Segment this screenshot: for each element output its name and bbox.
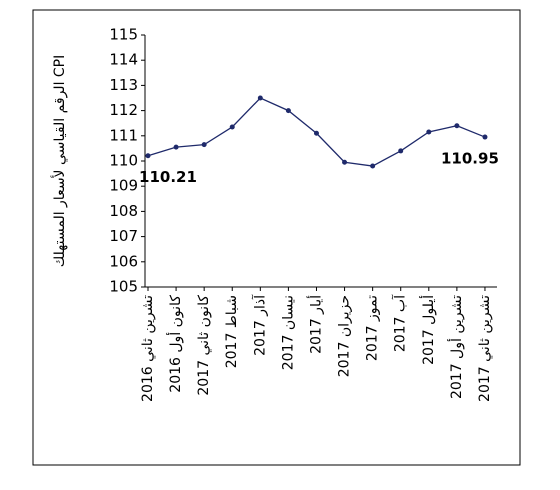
y-tick-label: 109 (109, 177, 138, 195)
data-point (145, 153, 151, 159)
x-tick-label: تشرين ثاني 2017 (477, 295, 493, 402)
data-point (285, 108, 291, 114)
x-tick-label: آب 2017 (392, 294, 409, 352)
y-tick-label: 107 (109, 227, 138, 245)
data-point (454, 123, 460, 129)
y-tick-label: 112 (109, 101, 138, 119)
y-tick-label: 108 (109, 202, 138, 220)
x-tick-label: أيلول 2017 (419, 295, 437, 365)
data-label: 110.21 (139, 168, 197, 186)
x-tick-label: تشرين أول 2017 (447, 295, 465, 399)
y-tick-label: 115 (109, 26, 138, 44)
data-point (482, 134, 488, 140)
y-tick-label: 110 (109, 152, 138, 170)
y-tick-label: 114 (109, 51, 138, 69)
x-tick-label: شباط 2017 (224, 295, 240, 368)
data-point (257, 95, 263, 101)
x-tick-label: تشرين ثاني 2016 (140, 295, 156, 402)
data-point (173, 144, 179, 150)
data-point (313, 130, 319, 136)
x-tick-label: آذار 2017 (251, 294, 268, 356)
data-point (426, 129, 432, 135)
x-tick-label: نيسان 2017 (280, 295, 296, 370)
y-tick-label: 111 (109, 126, 138, 144)
data-point (370, 163, 376, 169)
data-label: 110.95 (441, 150, 499, 168)
data-point (229, 124, 235, 130)
y-tick-label: 113 (109, 76, 138, 94)
y-tick-label: 105 (109, 278, 138, 296)
data-point (342, 159, 348, 165)
x-tick-label: أيار 2017 (306, 295, 324, 354)
data-point (201, 142, 207, 148)
data-point (398, 148, 404, 154)
frame (32, 9, 521, 466)
x-tick-label: حزيران 2017 (337, 295, 353, 377)
x-tick-label: تموز 2017 (365, 295, 381, 361)
y-axis-title: الرقم القياسي لأسعار المستهلك CPI (50, 55, 68, 268)
x-tick-label: كانون أول 2016 (166, 295, 184, 393)
x-tick-label: كانون ثاني 2017 (196, 295, 212, 396)
y-tick-label: 106 (109, 252, 138, 270)
